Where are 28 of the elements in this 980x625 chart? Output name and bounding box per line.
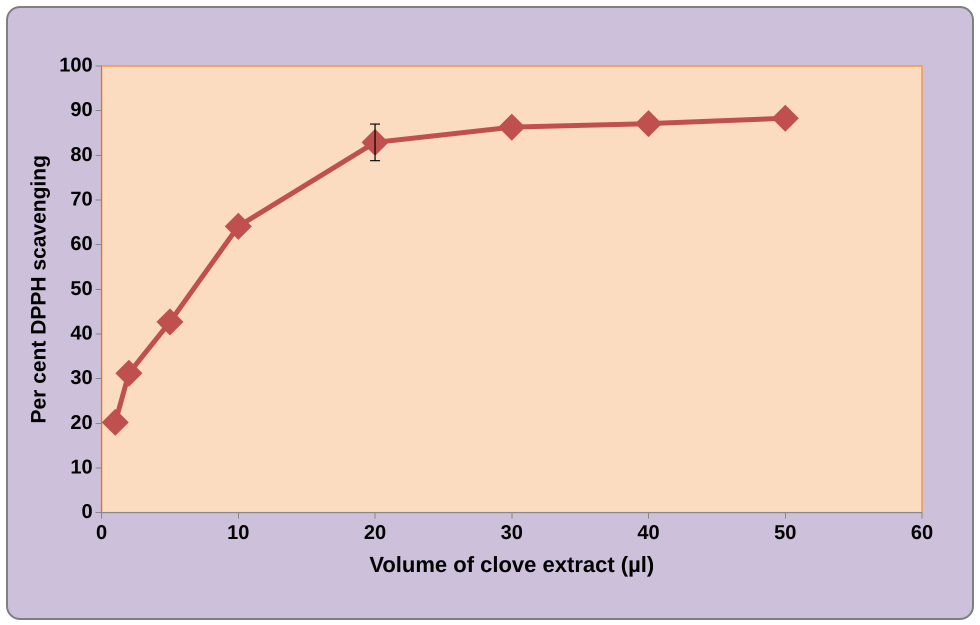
point: [116, 360, 142, 386]
y-tick-label: 40: [70, 322, 93, 344]
x-tick-label: 0: [96, 522, 108, 544]
y-tick-label: 70: [70, 188, 93, 210]
y-tick-label: 90: [70, 99, 93, 122]
y-tick-label: 60: [70, 233, 93, 256]
y-axis-title: Per cent DPPH scavenging: [27, 155, 50, 424]
x-axis-title: Volume of clove extract (µl): [369, 552, 654, 577]
x-tick-label: 40: [637, 522, 660, 544]
point: [226, 214, 251, 239]
point: [499, 114, 524, 140]
y-tick-label: 0: [81, 501, 93, 524]
y-tick-label: 20: [70, 412, 93, 434]
point: [772, 106, 798, 131]
point: [157, 309, 182, 334]
x-tick-label: 10: [227, 522, 250, 544]
y-tick-label: 10: [70, 456, 93, 478]
y-tick-label: 50: [70, 278, 93, 300]
x-tick-label: 50: [774, 522, 796, 544]
point: [362, 130, 388, 155]
point: [102, 410, 128, 435]
x-tick-label: 60: [910, 522, 934, 544]
y-tick-label: 80: [70, 144, 93, 166]
y-tick-label: 30: [70, 367, 93, 390]
y-tick-label: 100: [59, 54, 93, 77]
x-tick-label: 30: [500, 522, 523, 544]
point: [636, 111, 662, 136]
x-tick-label: 20: [364, 522, 386, 544]
